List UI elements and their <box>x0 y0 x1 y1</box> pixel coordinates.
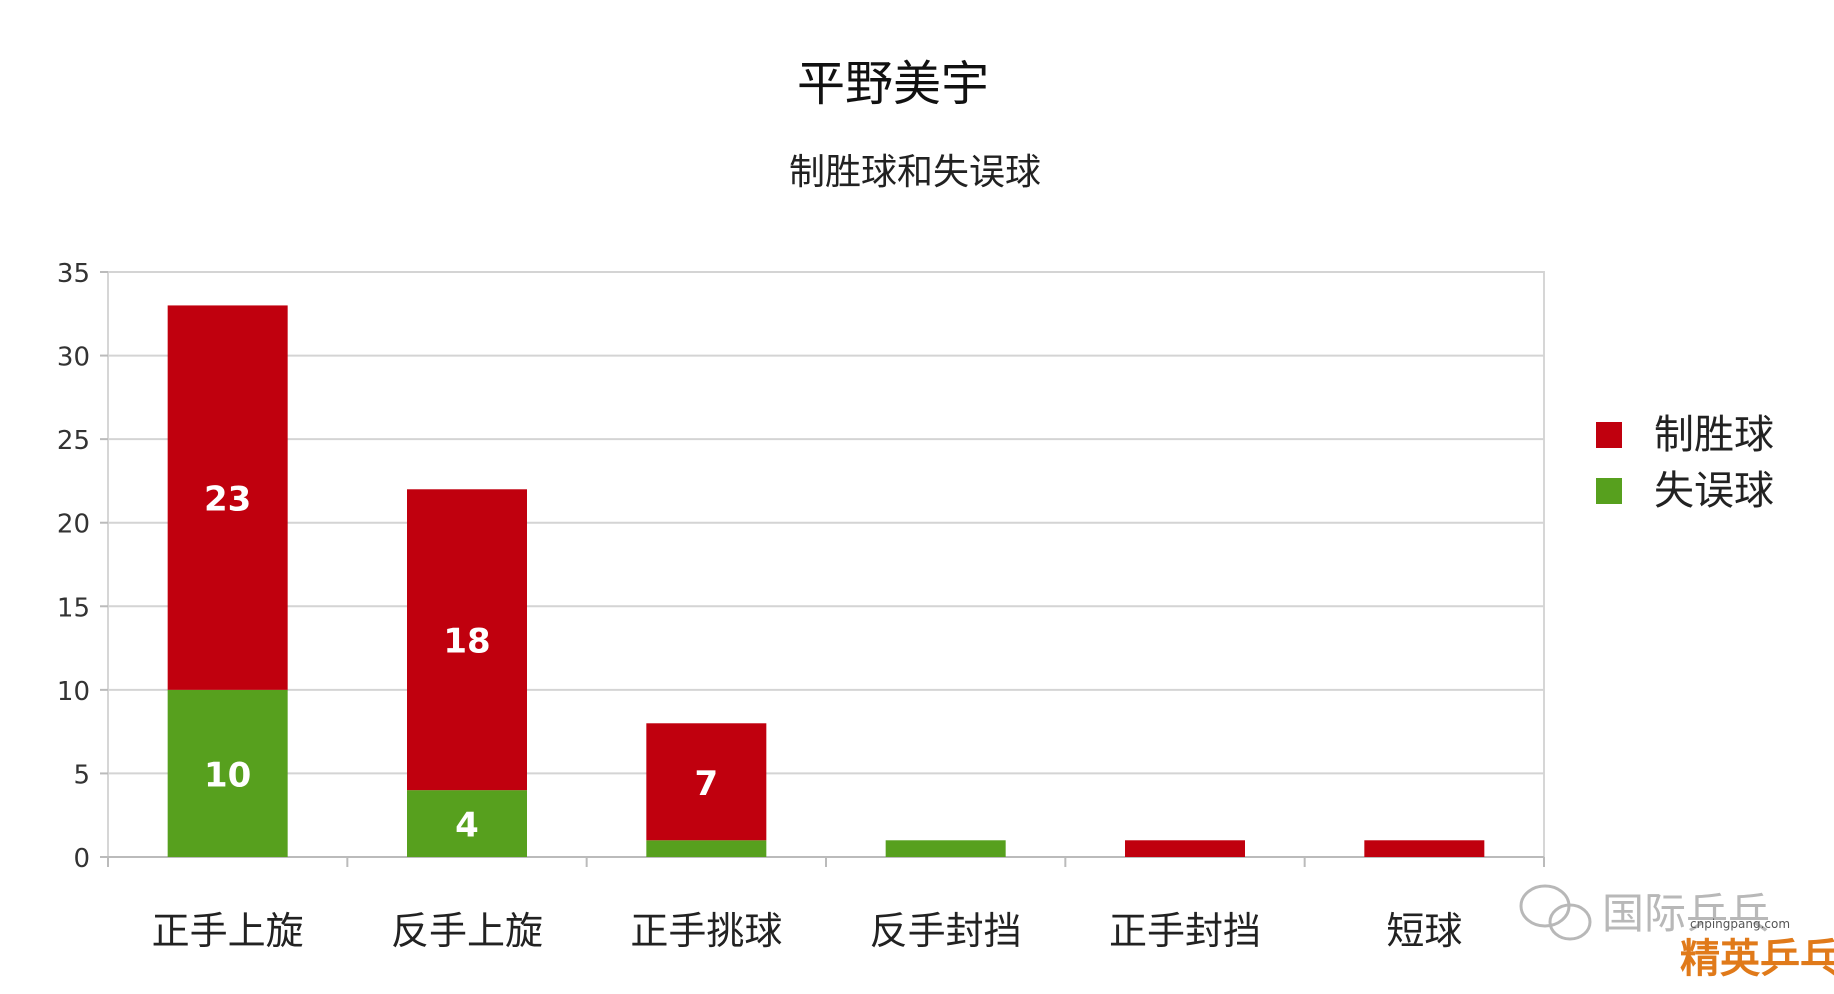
bar-segment <box>407 489 527 791</box>
chart-title: 平野美宇 <box>797 56 989 112</box>
y-tick-label: 25 <box>57 426 90 456</box>
data-label: 10 <box>204 755 251 795</box>
y-tick-label: 5 <box>73 760 90 790</box>
bar-segment <box>1364 840 1485 857</box>
y-tick-label: 0 <box>73 844 90 874</box>
plot-area: 0 5 10 15 20 25 30 35 10 23 正手上旋 4 18 反手上旋 7 正手挑球 反手封挡 正手… <box>57 259 1545 953</box>
x-tick-label: 正手上旋 <box>152 909 304 953</box>
bar-segment <box>646 840 767 857</box>
x-tick-label: 正手封挡 <box>1109 909 1261 953</box>
legend-swatch <box>1596 478 1622 504</box>
chart-subtitle: 制胜球和失误球 <box>789 152 1041 193</box>
data-label: 4 <box>455 806 479 846</box>
x-tick-label: 正手挑球 <box>630 909 782 953</box>
x-tick-label: 短球 <box>1386 909 1462 953</box>
watermark-logo: 精英乒乓网 <box>1680 936 1834 982</box>
watermark: 国际乒乓 cnpingpang.com 精英乒乓网 <box>1519 884 1834 982</box>
y-tick-label: 20 <box>57 510 90 540</box>
plot-border <box>107 271 1545 858</box>
bar-segment <box>407 790 527 857</box>
bar-segment <box>167 689 288 857</box>
watermark-text: 国际乒乓 <box>1602 889 1770 938</box>
watermark-site: cnpingpang.com <box>1690 917 1790 931</box>
y-tick-label: 35 <box>57 259 90 289</box>
bar-segment <box>167 305 288 690</box>
legend-swatch <box>1596 422 1622 448</box>
y-tick-label: 10 <box>57 677 90 707</box>
data-label: 23 <box>204 480 251 520</box>
y-tick-label: 30 <box>57 343 90 373</box>
x-tick-label: 反手上旋 <box>391 909 543 953</box>
bar-segment <box>1125 840 1245 857</box>
x-tick-label: 反手封挡 <box>870 909 1022 953</box>
y-tick-label: 15 <box>57 593 90 623</box>
bar-segment <box>885 840 1006 857</box>
data-label: 7 <box>694 764 718 804</box>
bar-segment <box>646 723 767 841</box>
legend-label: 制胜球 <box>1654 412 1774 458</box>
data-label: 18 <box>443 622 490 662</box>
legend-label: 失误球 <box>1654 468 1774 514</box>
wechat-icon <box>1519 884 1592 941</box>
